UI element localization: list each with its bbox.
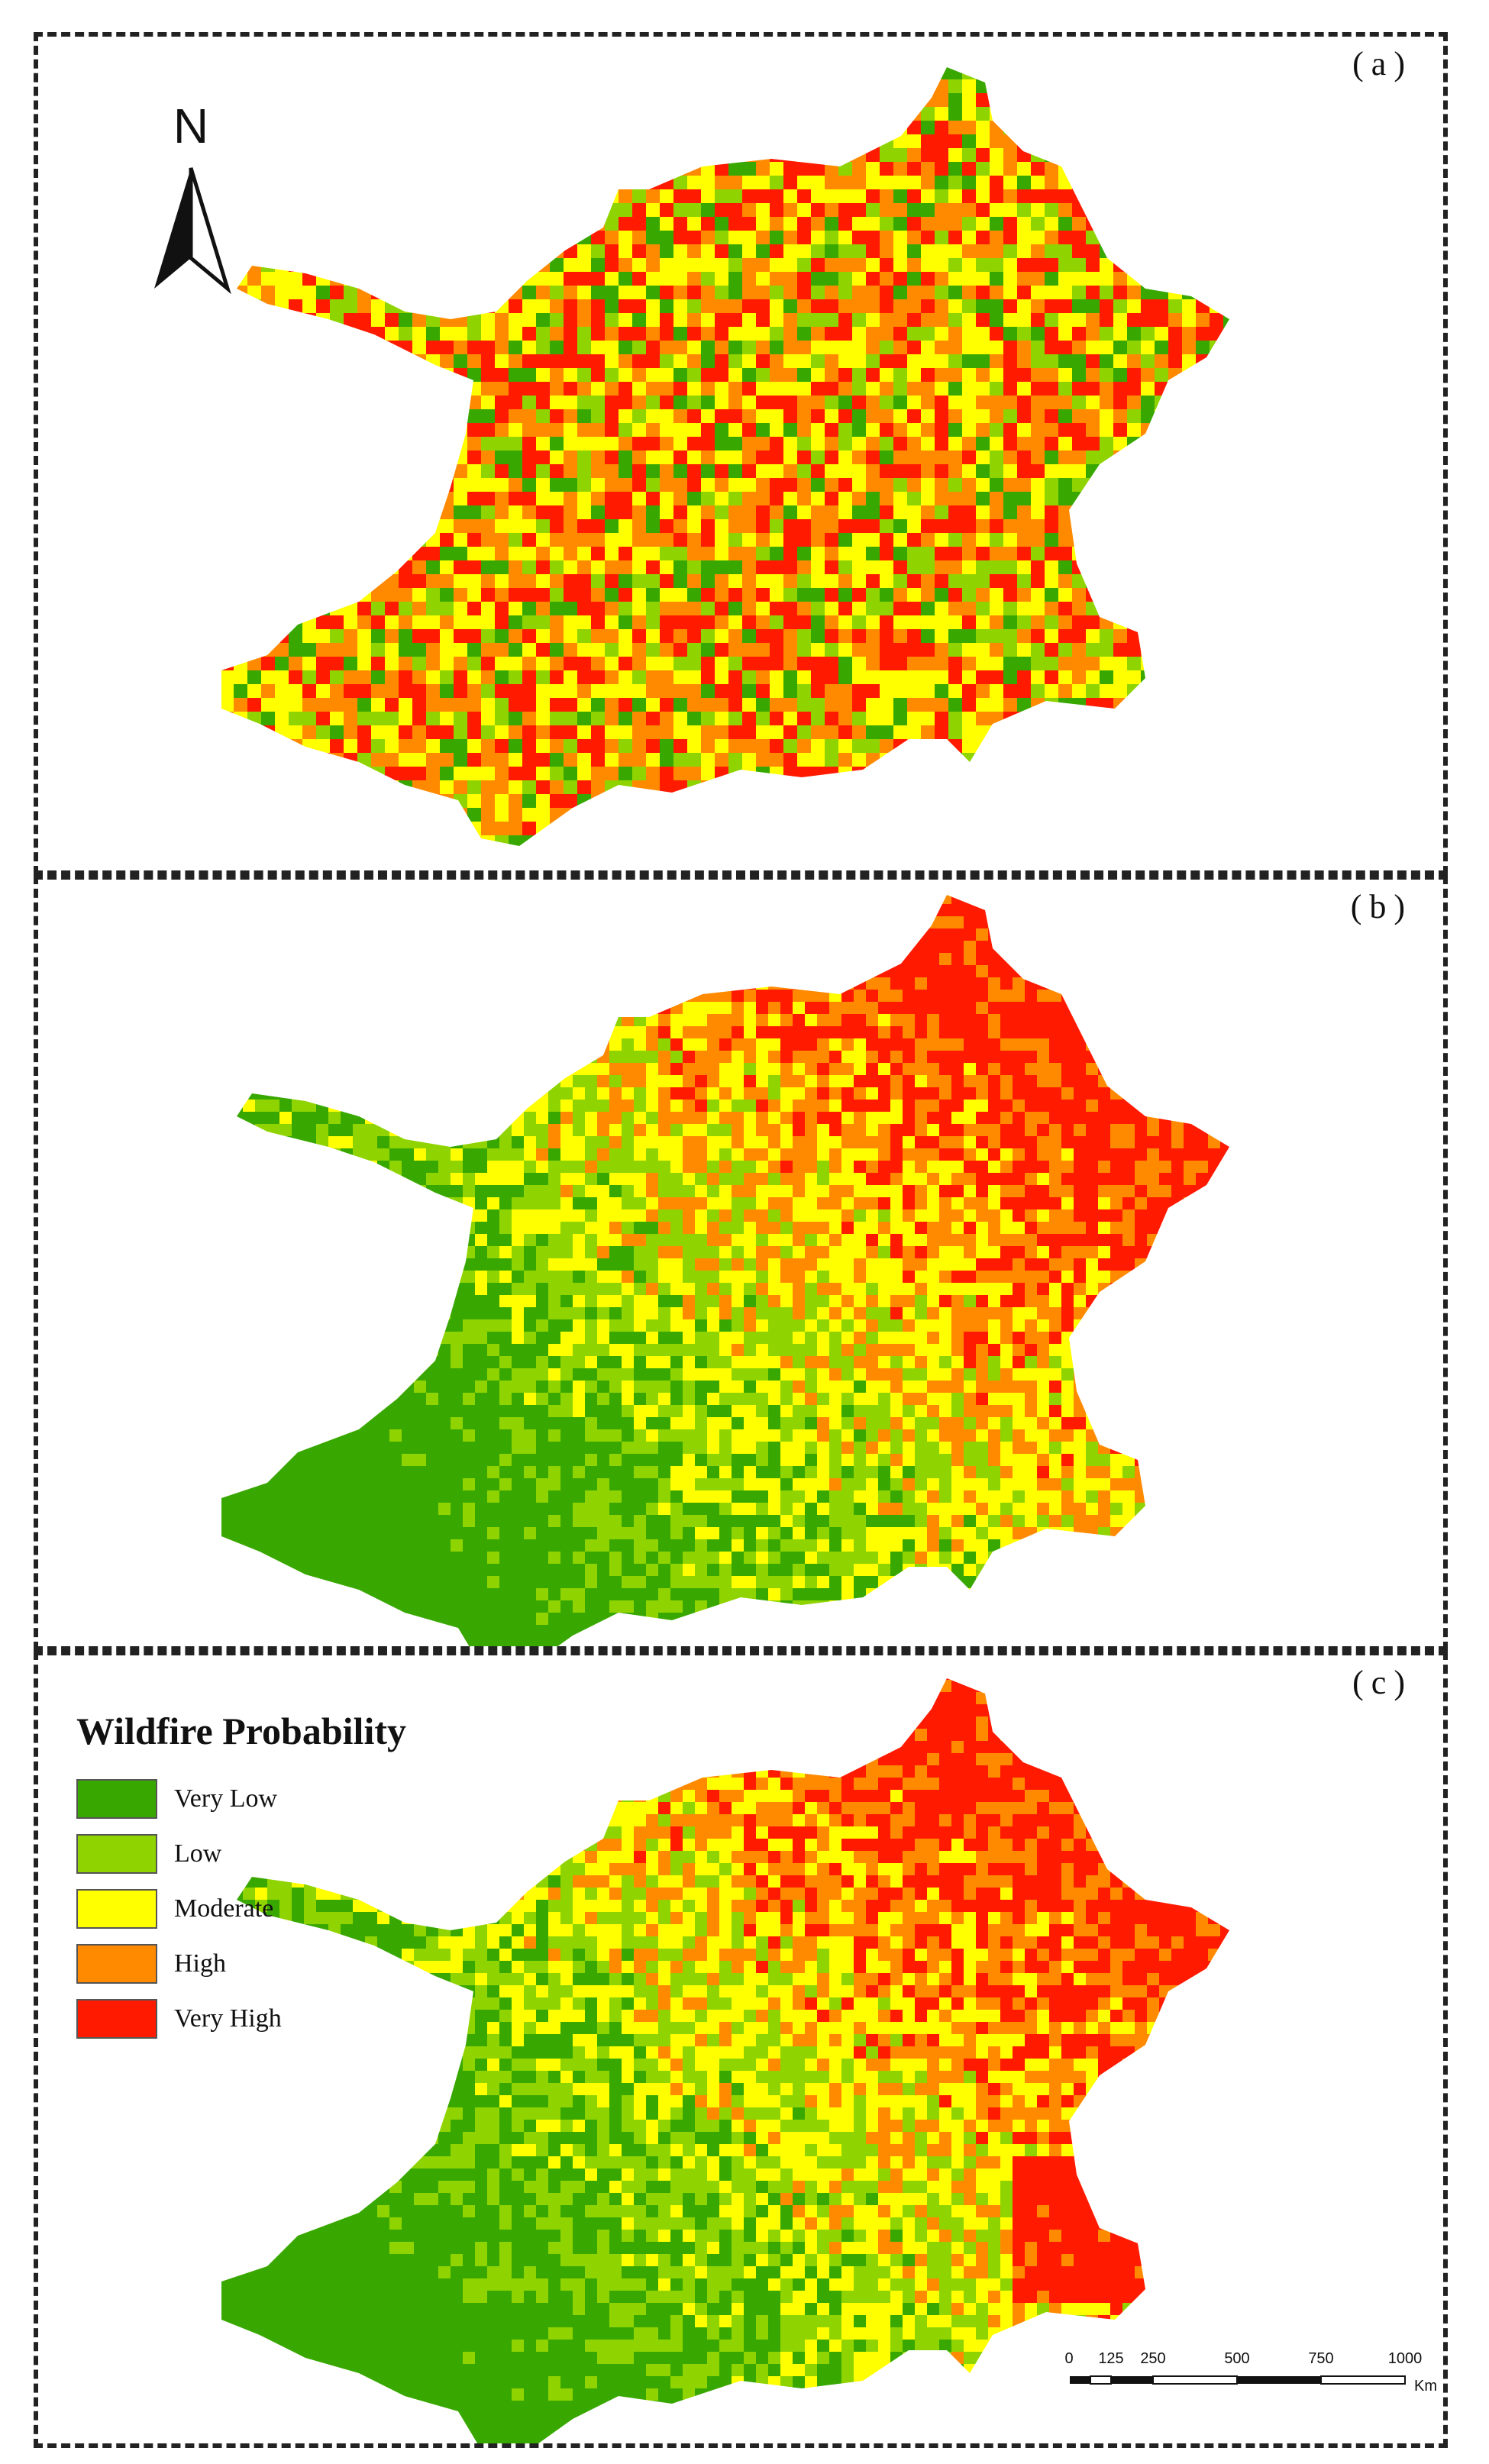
scale-tick: 0 [1064, 2350, 1074, 2367]
legend-swatch-very-high [76, 1999, 157, 2039]
legend-item-low: Low [76, 1826, 504, 1881]
legend-swatch-moderate [76, 1889, 157, 1929]
scale-tick: 125 [1098, 2350, 1124, 2367]
map-panel-c: (c) Wildfire Probability Very Low Low Mo… [34, 1651, 1448, 2448]
legend-item-very-low: Very Low [76, 1771, 504, 1826]
map-region [221, 67, 1229, 846]
north-arrow-icon [154, 167, 231, 295]
wildfire-map-c [221, 1678, 1229, 2443]
wildfire-map-b [221, 895, 1229, 1646]
legend: Wildfire Probability Very Low Low Modera… [76, 1709, 504, 2046]
legend-item-high: High [76, 1936, 504, 1991]
legend-label-very-low: Very Low [174, 1784, 278, 1813]
legend-label-high: High [174, 1949, 226, 1978]
legend-label-low: Low [174, 1839, 222, 1868]
panel-label-b: (b) [1350, 888, 1413, 925]
scale-bar: 0 125 250 500 750 1000 Km [1064, 2350, 1443, 2434]
legend-swatch-high [76, 1944, 157, 1984]
legend-swatch-low [76, 1834, 157, 1874]
north-arrow: N [145, 98, 237, 296]
legend-title: Wildfire Probability [76, 1710, 406, 1752]
scale-tick: 750 [1308, 2350, 1334, 2367]
legend-item-very-high: Very High [76, 1991, 504, 2046]
legend-label-moderate: Moderate [174, 1894, 274, 1923]
north-letter: N [173, 98, 209, 153]
scale-tick: 1000 [1387, 2350, 1423, 2367]
panel-label-c: (c) [1352, 1664, 1413, 1701]
wildfire-map-a [221, 67, 1229, 846]
map-panel-b: (b) [34, 875, 1448, 1651]
legend-swatch-very-low [76, 1779, 157, 1819]
legend-item-moderate: Moderate [76, 1881, 504, 1936]
map-region [221, 895, 1229, 1646]
scale-tick: 250 [1140, 2350, 1166, 2367]
map-panel-a: (a) N [34, 32, 1448, 875]
scale-bar-graphic [1070, 2375, 1406, 2385]
legend-label-very-high: Very High [174, 2004, 282, 2033]
scale-tick: 500 [1224, 2350, 1250, 2367]
scale-unit: Km [1414, 2378, 1437, 2395]
panel-label-a: (a) [1352, 45, 1413, 82]
